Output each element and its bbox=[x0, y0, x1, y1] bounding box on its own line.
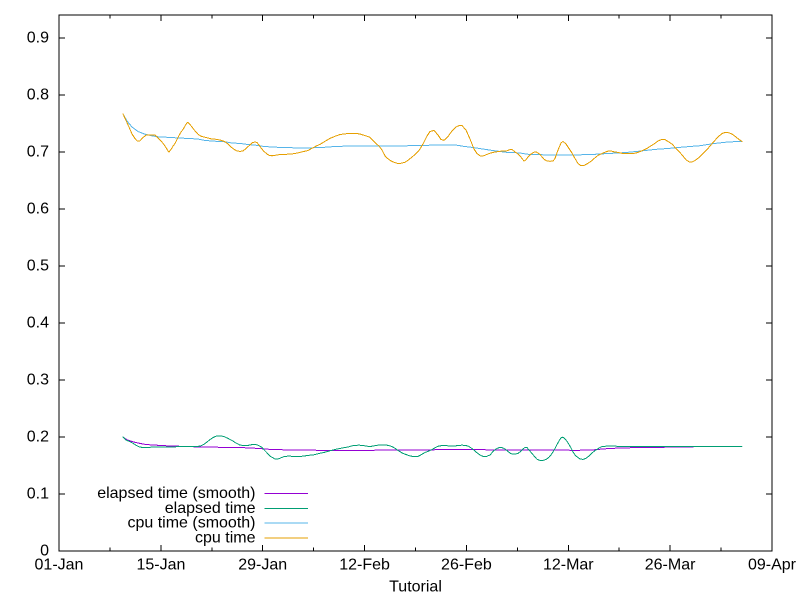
svg-text:0.2: 0.2 bbox=[27, 429, 49, 446]
svg-text:12-Feb: 12-Feb bbox=[339, 557, 390, 574]
svg-text:cpu time: cpu time bbox=[195, 530, 256, 547]
svg-text:0.5: 0.5 bbox=[27, 258, 49, 275]
svg-text:0.9: 0.9 bbox=[27, 30, 49, 47]
svg-text:0.3: 0.3 bbox=[27, 372, 49, 389]
svg-text:Tutorial: Tutorial bbox=[389, 579, 442, 596]
svg-text:09-Apr: 09-Apr bbox=[748, 557, 797, 574]
svg-text:15-Jan: 15-Jan bbox=[136, 557, 185, 574]
svg-text:0: 0 bbox=[40, 543, 49, 560]
svg-text:elapsed time: elapsed time bbox=[165, 500, 256, 517]
svg-text:0.7: 0.7 bbox=[27, 144, 49, 161]
svg-text:0.8: 0.8 bbox=[27, 87, 49, 104]
svg-text:01-Jan: 01-Jan bbox=[35, 557, 84, 574]
svg-text:elapsed time (smooth): elapsed time (smooth) bbox=[97, 485, 255, 502]
svg-text:26-Feb: 26-Feb bbox=[441, 557, 492, 574]
svg-text:0.4: 0.4 bbox=[27, 315, 49, 332]
svg-text:12-Mar: 12-Mar bbox=[543, 557, 594, 574]
svg-text:29-Jan: 29-Jan bbox=[238, 557, 287, 574]
svg-text:cpu time (smooth): cpu time (smooth) bbox=[127, 515, 255, 532]
svg-text:0.1: 0.1 bbox=[27, 486, 49, 503]
svg-text:0.6: 0.6 bbox=[27, 201, 49, 218]
svg-text:26-Mar: 26-Mar bbox=[645, 557, 696, 574]
